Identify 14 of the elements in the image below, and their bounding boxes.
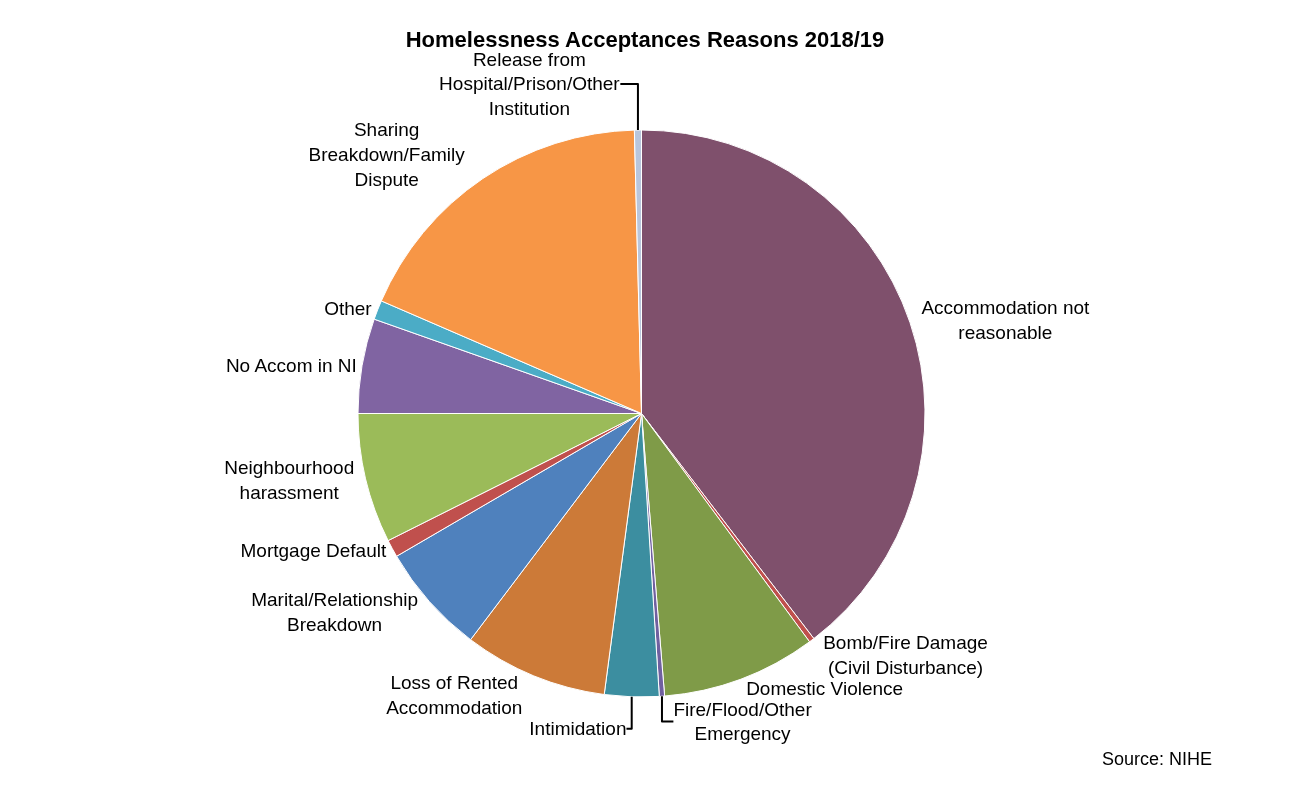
slice-label: Intimidation	[529, 718, 627, 740]
slice-label: Bomb/Fire Damage (Civil Disturbance)	[823, 631, 988, 678]
slice-label: Fire/Flood/Other Emergency	[673, 698, 813, 745]
slice-label: Loss of Rented Accommodation	[386, 672, 523, 719]
slice-label: Marital/Relationship Breakdown	[251, 588, 419, 635]
slice-label: Accommodation not reasonable	[921, 297, 1091, 344]
slice-label: Sharing Breakdown/Family Dispute	[308, 119, 466, 190]
source-note: Source: NIHE	[1102, 749, 1213, 769]
slice-label: Mortgage Default	[240, 540, 387, 562]
slice-label: Domestic Violence	[746, 677, 904, 699]
chart-title: Homelessness Acceptances Reasons 2018/19	[405, 26, 885, 52]
slice-label: Neighbourhood harassment	[224, 457, 355, 503]
slice-label: No Accom in NI	[225, 354, 357, 376]
slice-label: Other	[324, 298, 373, 320]
